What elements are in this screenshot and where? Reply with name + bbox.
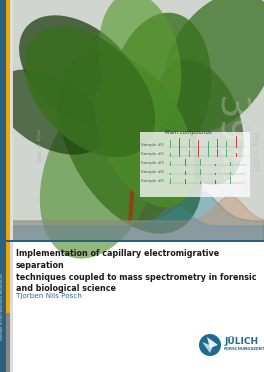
Bar — [140, 132, 250, 197]
Text: JÜLICH: JÜLICH — [224, 336, 258, 346]
Bar — [10, 0, 12, 372]
Ellipse shape — [25, 27, 155, 157]
Ellipse shape — [0, 69, 105, 155]
Text: Sample #1: Sample #1 — [141, 143, 164, 147]
Text: FORSCHUNGSZENTRUM: FORSCHUNGSZENTRUM — [224, 347, 264, 351]
Text: Sample #3: Sample #3 — [141, 161, 164, 165]
Polygon shape — [202, 342, 213, 353]
Text: Member of the Helmholtz Association: Member of the Helmholtz Association — [1, 273, 4, 340]
Ellipse shape — [109, 13, 211, 171]
Ellipse shape — [99, 0, 181, 131]
Circle shape — [199, 334, 221, 356]
Text: 397: 397 — [210, 95, 248, 169]
Bar — [0, 0, 6, 372]
Text: Implementation of capillary electromigrative separation
techniques coupled to ma: Implementation of capillary electromigra… — [16, 249, 257, 294]
Ellipse shape — [95, 67, 195, 207]
Text: Main compounds: Main compounds — [165, 130, 212, 135]
Bar — [6, 313, 10, 372]
Ellipse shape — [19, 15, 141, 129]
Polygon shape — [207, 337, 218, 348]
Bar — [6, 0, 10, 313]
Text: m/z = 401: m/z = 401 — [251, 132, 260, 172]
Polygon shape — [128, 112, 140, 222]
Ellipse shape — [163, 0, 264, 132]
Bar — [0, 0, 264, 241]
Ellipse shape — [40, 85, 160, 259]
Ellipse shape — [58, 50, 202, 234]
Text: Sample #4: Sample #4 — [141, 170, 164, 174]
Bar — [0, 241, 264, 372]
Text: m/z = 399: m/z = 399 — [35, 129, 40, 162]
Text: Tjorben Nils Posch: Tjorben Nils Posch — [16, 293, 82, 299]
Bar — [0, 240, 264, 242]
Text: Sample #2: Sample #2 — [141, 152, 164, 156]
Text: m/z = 399: m/z = 399 — [241, 152, 249, 192]
Text: m/z = 385: m/z = 385 — [230, 147, 239, 187]
Text: Sample #5: Sample #5 — [141, 179, 164, 183]
Ellipse shape — [156, 60, 244, 185]
Text: m/z = 397: m/z = 397 — [220, 157, 229, 197]
